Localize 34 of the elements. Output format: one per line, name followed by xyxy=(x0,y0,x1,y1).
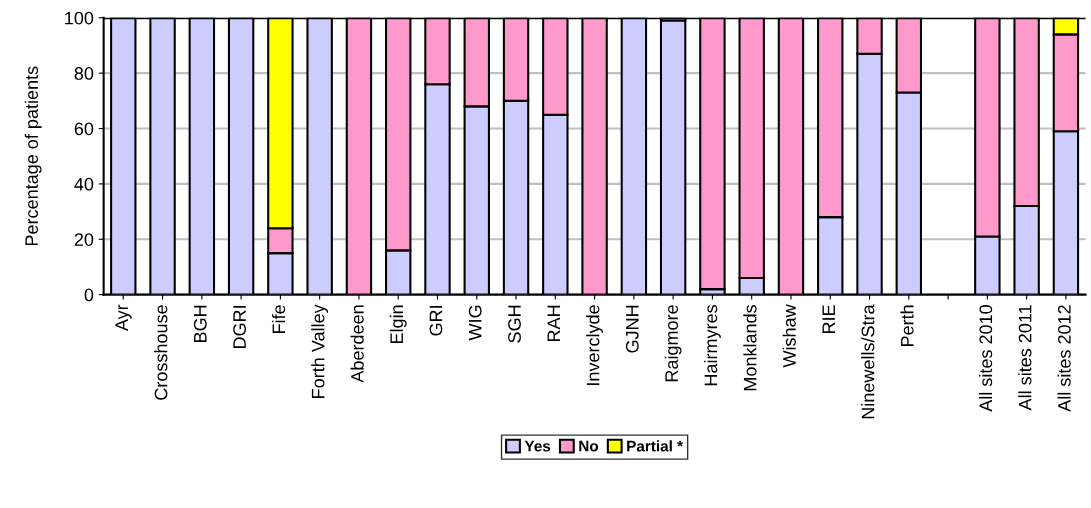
x-tick-label: Hairmyres xyxy=(704,305,721,386)
x-tick-label: Wishaw xyxy=(782,304,796,368)
x-tick-label: Inverclyde xyxy=(586,305,604,385)
x-tick-label: Crosshouse xyxy=(154,305,168,400)
y-tick-label: 100 xyxy=(65,11,94,25)
y-axis-title: Percentage of patients xyxy=(24,66,42,246)
x-tick-label: All sites 2010 xyxy=(978,305,993,412)
x-tick-label: Raigmore xyxy=(664,305,682,382)
legend-label: No xyxy=(579,440,599,452)
y-tick-label: 80 xyxy=(74,67,94,80)
x-tick-label: Forth Valley xyxy=(311,304,329,398)
y-tick-label: 60 xyxy=(74,122,94,136)
legend-label: Partial * xyxy=(627,440,684,452)
x-tick-label: Fife xyxy=(271,305,286,333)
x-tick-label: GRI xyxy=(429,306,443,336)
x-tick-label: Monklands xyxy=(743,305,757,391)
x-tick-label: DGRI xyxy=(233,306,246,349)
x-tick-label: Ninewells/Stra xyxy=(861,304,875,419)
x-tick-label: SGH xyxy=(508,305,521,343)
y-tick-label: 0 xyxy=(84,288,94,302)
x-tick-label: All sites 2012 xyxy=(1057,305,1071,412)
x-tick-label: Elgin xyxy=(389,305,407,344)
x-tick-label: Ayr xyxy=(115,304,132,332)
x-tick-label: All sites 2011 xyxy=(1018,305,1032,411)
legend-label: Yes xyxy=(524,440,551,452)
y-tick-label: 20 xyxy=(74,233,94,246)
x-tick-label: BGH xyxy=(193,305,207,343)
y-tick-label: 40 xyxy=(74,177,94,191)
x-tick-label: RAH xyxy=(547,305,560,341)
x-tick-label: RIE xyxy=(822,305,835,333)
x-tick-label: Perth xyxy=(900,305,914,347)
x-tick-label: WIG xyxy=(468,305,482,341)
x-tick-label: Aberdeen xyxy=(350,305,364,383)
x-tick-label: GJNH xyxy=(625,305,639,353)
